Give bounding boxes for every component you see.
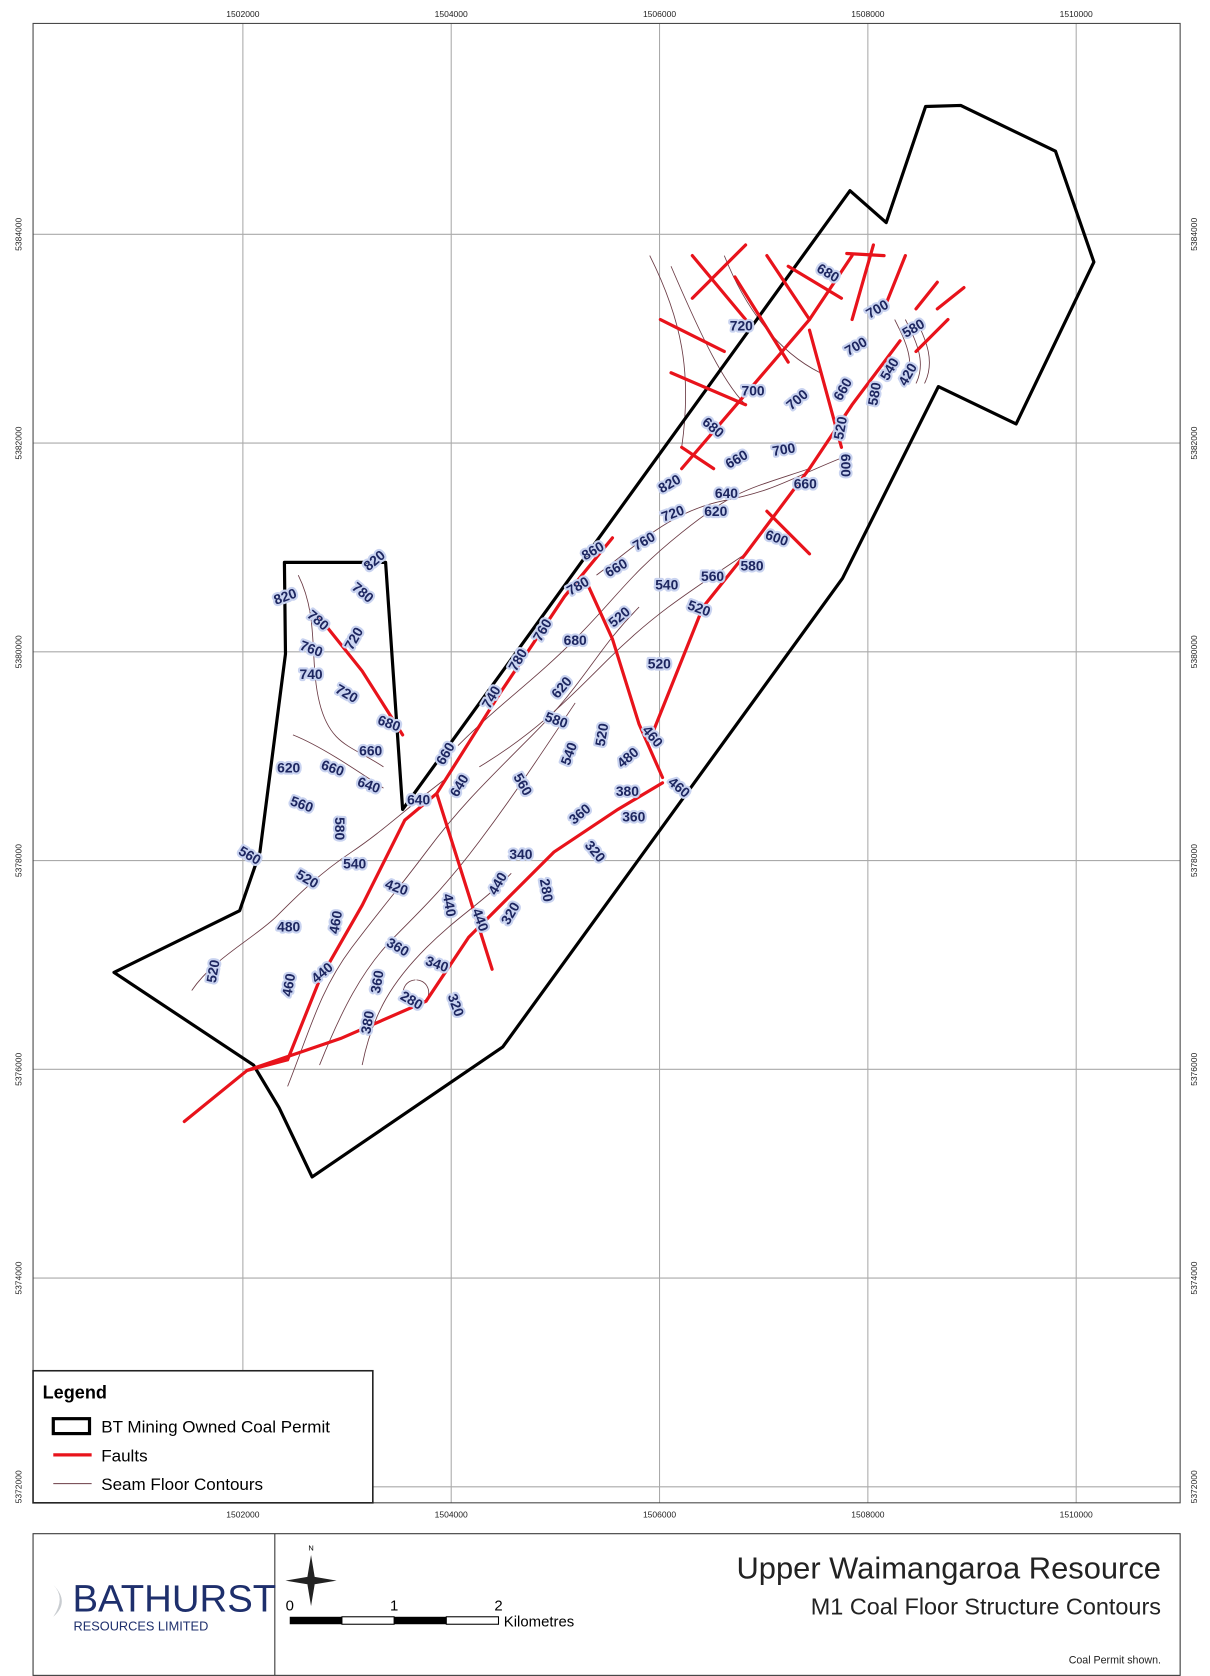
scale-bar: Kilometres 0 1 2 [286, 1598, 575, 1630]
fault [245, 781, 665, 1072]
northing-label: 5382000 [13, 426, 23, 459]
easting-label: 1510000 [1060, 9, 1093, 19]
scale-segment [394, 1616, 447, 1625]
map-subtitle: M1 Coal Floor Structure Contours [811, 1594, 1161, 1620]
contour-label: 360 [622, 809, 645, 825]
northing-label: 5378000 [13, 844, 23, 877]
fault [680, 254, 854, 471]
legend-title: Legend [43, 1382, 107, 1402]
seam-floor-contours [191, 255, 930, 1087]
easting-label: 1506000 [643, 9, 676, 19]
contour-label: 380 [616, 783, 639, 799]
contour-label: 640 [715, 485, 738, 501]
northing-label: 5376000 [13, 1052, 23, 1085]
contour-label: 580 [740, 557, 763, 573]
contour-label: 580 [332, 817, 348, 840]
contour-label: 620 [704, 503, 727, 519]
contour-label: 740 [300, 666, 323, 682]
contour-label: 520 [648, 655, 671, 671]
contour-label: 540 [343, 855, 366, 871]
contour-label: 560 [701, 568, 724, 584]
northing-label: 5384000 [1189, 217, 1199, 250]
contour-label: 600 [838, 454, 854, 477]
contour [292, 574, 384, 789]
contour [596, 457, 842, 576]
easting-label: 1506000 [643, 1510, 676, 1520]
note: Coal Permit shown. [1069, 1655, 1161, 1667]
scale-tick-label: 0 [286, 1598, 294, 1614]
contour-label: 660 [794, 475, 817, 491]
contour [457, 468, 810, 746]
legend-item: BT Mining Owned Coal Permit [101, 1418, 330, 1437]
fault-segments [658, 243, 966, 556]
contour-label: 680 [564, 632, 587, 648]
legend-swatch-permit [51, 1417, 92, 1436]
scale-segment [445, 1616, 500, 1625]
north-label: N [308, 1544, 313, 1553]
permit-polygon [112, 103, 1096, 1179]
easting-label: 1508000 [851, 9, 884, 19]
northing-label: 5382000 [1189, 426, 1199, 459]
northing-label: 5374000 [1189, 1261, 1199, 1294]
easting-label: 1508000 [851, 1510, 884, 1520]
scale-tick-label: 2 [494, 1598, 502, 1614]
contour [479, 553, 746, 768]
northing-label: 5378000 [1189, 844, 1199, 877]
contour-label: 720 [730, 318, 753, 334]
easting-label: 1502000 [226, 1510, 259, 1520]
scale-unit: Kilometres [504, 1614, 574, 1630]
northing-label: 5372000 [13, 1470, 23, 1503]
northing-label: 5384000 [13, 217, 23, 250]
legend-box [32, 1369, 374, 1504]
logo-subtitle: RESOURCES LIMITED [74, 1619, 209, 1634]
contour [287, 606, 640, 1087]
scale-tick-label: 1 [390, 1598, 398, 1614]
northing-label: 5372000 [1189, 1470, 1199, 1503]
legend: Legend BT Mining Owned Coal Permit Fault… [32, 1369, 374, 1504]
faults [182, 243, 966, 1124]
title-block-frame [32, 1533, 1181, 1676]
logo-mark [53, 1584, 62, 1617]
contour-label: 540 [655, 576, 678, 592]
map-title: Upper Waimangaroa Resource [737, 1550, 1161, 1585]
contour [319, 702, 576, 1066]
legend-item: Seam Floor Contours [101, 1475, 263, 1494]
contour-label: 660 [359, 743, 382, 759]
easting-label: 1504000 [435, 9, 468, 19]
title-block: BATHURST RESOURCES LIMITED N Kilometres … [32, 1533, 1181, 1676]
north-arrow [285, 1555, 337, 1607]
scale-segment [341, 1616, 395, 1625]
contour-label: 480 [277, 918, 300, 934]
contour [894, 319, 930, 384]
contour-label: 620 [277, 760, 300, 776]
map-frame [32, 22, 1181, 1504]
fault [650, 339, 902, 737]
northing-label: 5376000 [1189, 1052, 1199, 1085]
northing-label: 5380000 [13, 635, 23, 668]
contour-label: 700 [742, 383, 765, 399]
northing-label: 5374000 [13, 1261, 23, 1294]
legend-item: Faults [101, 1446, 147, 1465]
contour-label: 340 [509, 846, 532, 862]
easting-label: 1502000 [226, 9, 259, 19]
logo-name: BATHURST [72, 1577, 276, 1620]
fault [317, 616, 405, 737]
fault [435, 791, 494, 971]
coal-permit-boundary [112, 103, 1096, 1179]
grid: 1502000 1502000 1504000 1504000 1506000 15060… [13, 9, 1199, 1520]
contour [191, 777, 448, 991]
fault [584, 578, 665, 780]
easting-label: 1510000 [1060, 1510, 1093, 1520]
northing-label: 5380000 [1189, 635, 1199, 668]
scale-segment [289, 1616, 342, 1625]
contour-label: 640 [407, 792, 430, 808]
easting-label: 1504000 [435, 1510, 468, 1520]
